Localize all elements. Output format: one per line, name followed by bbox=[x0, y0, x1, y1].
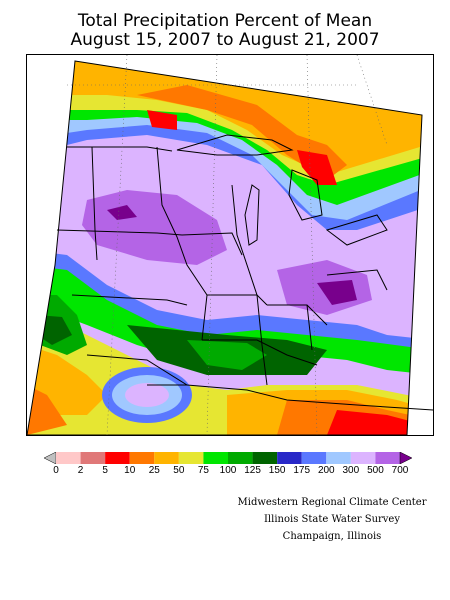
legend-tick-label: 175 bbox=[293, 465, 311, 476]
legend-tick-label: 2 bbox=[77, 465, 84, 476]
legend-swatch-above-700 bbox=[399, 452, 412, 464]
legend-swatch bbox=[252, 452, 278, 464]
legend-swatch bbox=[277, 452, 302, 464]
legend-swatch bbox=[129, 452, 155, 464]
legend-swatch bbox=[228, 452, 253, 464]
legend-tick-label: 300 bbox=[342, 465, 360, 476]
legend-swatch bbox=[178, 452, 204, 464]
legend-tick-label: 50 bbox=[173, 465, 185, 476]
legend-tick-label: 25 bbox=[148, 465, 160, 476]
credit-agency: Illinois State Water Survey bbox=[263, 514, 400, 525]
precipitation-map-canvas bbox=[27, 55, 433, 435]
legend-tick-label: 700 bbox=[391, 465, 409, 476]
domain-outline bbox=[27, 60, 423, 435]
legend-tick-label: 200 bbox=[317, 465, 335, 476]
great-lakes-outline bbox=[176, 134, 388, 246]
legend-tick-label: 5 bbox=[102, 465, 108, 476]
legend-swatch bbox=[105, 452, 130, 464]
legend-swatch bbox=[375, 452, 400, 464]
legend-tick-label: 150 bbox=[268, 465, 286, 476]
credit-location: Champaign, Illinois bbox=[282, 531, 382, 542]
legend-swatch bbox=[56, 452, 81, 464]
legend-swatch bbox=[350, 452, 376, 464]
precipitation-map bbox=[26, 54, 434, 436]
legend-tick-label: 75 bbox=[197, 465, 209, 476]
legend-tick-label: 0 bbox=[53, 465, 59, 476]
state-boundaries bbox=[56, 146, 433, 411]
legend-tick-label: 100 bbox=[219, 465, 237, 476]
graticule bbox=[67, 55, 388, 435]
precipitation-field bbox=[27, 61, 422, 435]
credit-organization: Midwestern Regional Climate Center bbox=[237, 497, 427, 508]
map-date-range: August 15, 2007 to August 21, 2007 bbox=[70, 30, 380, 50]
legend-swatch-below-0 bbox=[44, 452, 57, 464]
legend-color-bar bbox=[44, 452, 412, 464]
legend-swatch bbox=[80, 452, 106, 464]
legend-tick-label: 500 bbox=[367, 465, 384, 476]
legend-swatch bbox=[301, 452, 327, 464]
legend-swatch bbox=[203, 452, 228, 464]
legend-swatch bbox=[154, 452, 179, 464]
legend-tick-label: 125 bbox=[244, 465, 261, 476]
color-legend: 0 2 5 10 25 50 75 100 125 150 175 200 300 500 700 bbox=[44, 452, 412, 482]
map-title: Total Precipitation Percent of Mean bbox=[77, 11, 373, 31]
legend-tick-label: 10 bbox=[124, 465, 136, 476]
legend-swatch bbox=[326, 452, 351, 464]
